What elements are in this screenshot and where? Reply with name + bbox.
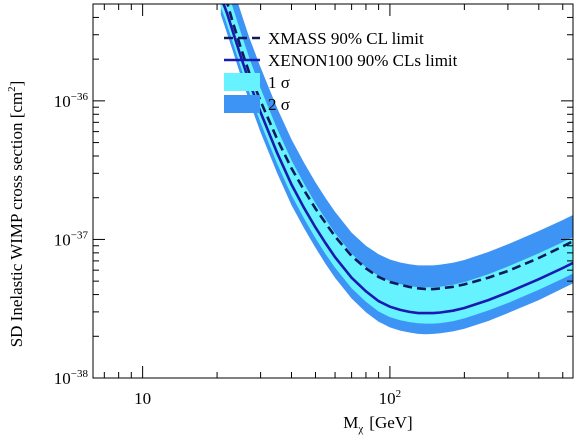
y-tick-label: 10−38 [54,368,89,388]
series-line-xmass-90-cl-limit [226,4,573,291]
x-axis-label: Mχ [GeV] [343,413,412,435]
legend: XMASS 90% CL limit XENON100 90% CLs limit… [224,29,458,114]
limit-curves [222,4,573,315]
x-tick-label: 10 [134,389,151,408]
band-1 [220,4,573,324]
series-line-xenon100-90-cls-limit [222,4,573,315]
x-tick-label: 102 [379,388,402,408]
legend-label: 2 σ [268,95,290,114]
legend-swatch-fill [224,73,260,91]
legend-swatch-fill [224,95,260,113]
legend-label: XENON100 90% CLs limit [268,51,458,70]
y-tick-label: 10−37 [54,229,89,249]
y-tick-label: 10−36 [54,91,89,111]
plot-frame [92,3,574,379]
axis-ticks [93,3,573,379]
y-axis-label: SD Inelastic WIMP cross section [cm2] [6,81,26,348]
legend-label: 1 σ [268,73,290,92]
legend-label: XMASS 90% CL limit [268,29,424,48]
